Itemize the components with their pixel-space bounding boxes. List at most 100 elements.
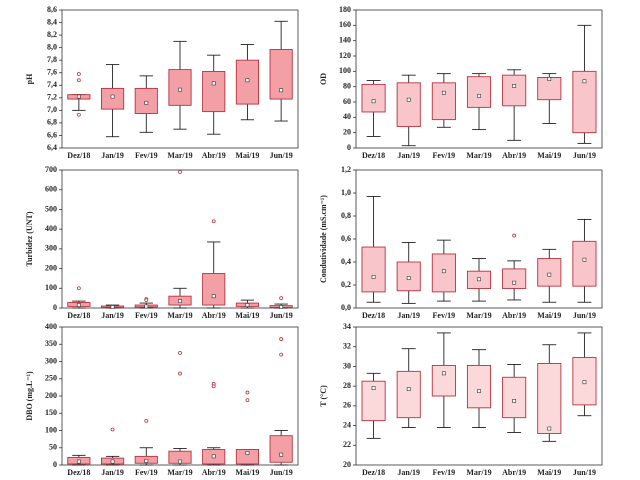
median: [477, 277, 481, 282]
median: [211, 294, 216, 299]
y-tick-label: 0,8: [341, 211, 351, 220]
median: [110, 459, 115, 464]
box: [361, 83, 386, 113]
box: [502, 376, 527, 419]
x-tick-label: Mar/19: [167, 468, 192, 477]
y-axis-label: Condutividade (mS.cm⁻¹): [319, 195, 328, 283]
x-tick-label: Dez/18: [362, 151, 385, 160]
y-tick-label: 20: [343, 460, 351, 469]
plot-frame: [355, 326, 603, 466]
x-tick-label: Fev/19: [433, 468, 456, 477]
median: [76, 303, 81, 307]
y-tick-label: 120: [339, 51, 351, 60]
y-tick-label: 7,6: [47, 68, 57, 77]
box: [466, 364, 492, 409]
x-tick-label: Mai/19: [235, 151, 259, 160]
x-tick-label: Abr/19: [202, 468, 226, 477]
median: [547, 272, 552, 277]
x-tick-label: Fev/19: [135, 311, 158, 320]
median: [371, 275, 376, 279]
median: [211, 454, 216, 459]
y-tick-label: 30: [343, 361, 351, 370]
y-tick-label: 50: [49, 443, 57, 452]
outlier: [76, 112, 81, 117]
box: [572, 70, 597, 134]
plot-frame: [61, 326, 299, 466]
x-tick-label: Jun/19: [270, 468, 293, 477]
y-tick-label: 0,2: [341, 280, 351, 289]
outlier: [76, 78, 81, 83]
box: [396, 82, 421, 127]
y-axis-label: OD: [319, 73, 328, 85]
x-tick-label: Dez/18: [67, 311, 90, 320]
median: [582, 257, 587, 262]
median: [279, 452, 284, 457]
y-axis-label: T (°C): [319, 385, 328, 407]
x-tick-label: Fev/19: [135, 151, 158, 160]
box: [361, 246, 386, 293]
box: [396, 370, 421, 419]
outlier: [178, 350, 182, 355]
box: [235, 449, 260, 465]
y-tick-label: 350: [45, 339, 57, 348]
y-tick-label: 500: [45, 204, 57, 213]
y-tick-label: 8,0: [47, 42, 57, 51]
median: [582, 79, 587, 84]
outlier: [512, 233, 517, 238]
median: [441, 90, 446, 95]
outlier: [110, 427, 115, 432]
outlier: [76, 286, 81, 291]
plot-frame: [61, 169, 299, 309]
y-tick-label: 300: [45, 244, 57, 253]
x-tick-label: Abr/19: [202, 151, 226, 160]
plot-frame: [355, 9, 603, 149]
x-tick-label: Dez/18: [67, 151, 90, 160]
median: [178, 299, 182, 304]
x-tick-label: Mar/19: [466, 151, 491, 160]
y-tick-label: 0: [53, 460, 57, 469]
median: [245, 451, 250, 455]
median: [245, 78, 250, 83]
outlier: [279, 296, 284, 301]
box: [361, 380, 386, 422]
median: [512, 399, 517, 403]
y-axis-label: DBO (mg.L⁻¹): [25, 371, 34, 421]
outlier: [76, 72, 81, 76]
y-tick-label: 20: [343, 127, 351, 136]
outlier: [144, 298, 149, 303]
outlier: [279, 352, 284, 357]
median: [477, 389, 481, 393]
median: [441, 371, 446, 376]
y-tick-label: 34: [343, 322, 351, 331]
y-tick-label: 24: [343, 420, 351, 429]
median: [582, 380, 587, 385]
y-tick-label: 400: [45, 322, 57, 331]
x-tick-label: Abr/19: [502, 151, 526, 160]
y-tick-label: 8,2: [47, 30, 57, 39]
x-tick-label: Abr/19: [502, 311, 526, 320]
x-tick-label: Dez/18: [67, 468, 90, 477]
y-tick-label: 180: [339, 5, 351, 14]
median: [371, 386, 376, 391]
box: [502, 74, 527, 107]
y-tick-label: 7,8: [47, 55, 57, 64]
y-tick-label: 7,0: [47, 105, 57, 114]
median: [76, 459, 81, 464]
x-tick-label: Mar/19: [466, 468, 491, 477]
y-tick-label: 7,4: [47, 80, 57, 89]
box: [269, 49, 293, 100]
x-tick-label: Mai/19: [537, 151, 561, 160]
outlier: [245, 398, 250, 403]
y-tick-label: 160: [339, 20, 351, 29]
box: [269, 435, 293, 463]
y-tick-label: 22: [343, 440, 351, 449]
x-tick-label: Jan/19: [101, 151, 124, 160]
box: [431, 82, 456, 121]
median: [144, 100, 149, 105]
median: [406, 276, 411, 281]
y-tick-label: 0,6: [341, 234, 351, 243]
y-axis-label: pH: [25, 73, 34, 84]
y-tick-label: 0: [347, 143, 351, 152]
x-tick-label: Jan/19: [397, 311, 420, 320]
median: [406, 97, 411, 102]
